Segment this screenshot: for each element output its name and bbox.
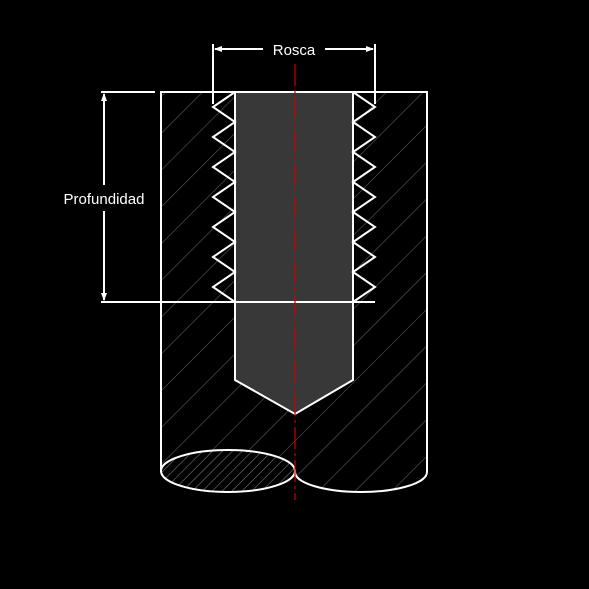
thread-label: Rosca xyxy=(273,42,316,59)
break-section-left xyxy=(160,449,296,493)
break-section-right xyxy=(294,471,428,493)
depth-label: Profundidad xyxy=(64,191,145,208)
body-outline xyxy=(160,91,428,472)
threaded-bore xyxy=(234,91,354,416)
depth-label-backdrop xyxy=(52,185,158,211)
thread-profile-right xyxy=(351,91,377,303)
thread-profile-left xyxy=(211,91,237,303)
